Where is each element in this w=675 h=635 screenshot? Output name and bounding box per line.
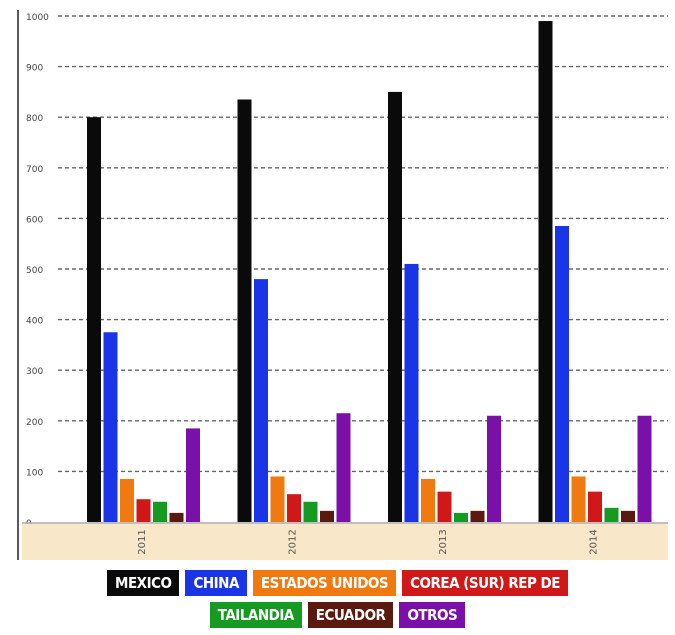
bar-otros-2012: [336, 413, 351, 522]
y-tick-label: 200: [26, 418, 43, 428]
bar-estados-unidos-2014: [571, 476, 586, 522]
bar-estados-unidos-2011: [120, 478, 134, 522]
y-tick-label: 600: [26, 215, 43, 225]
y-tick-label: 300: [26, 367, 43, 377]
y-tick-label: 500: [26, 266, 43, 276]
bar-estados-unidos-2012: [270, 476, 285, 522]
bar-corea-sur-rep-de-2011: [136, 499, 151, 522]
bar-corea-sur-rep-de-2012: [287, 494, 301, 522]
bar-ecuador-2014: [621, 510, 635, 522]
y-tick-label: 800: [26, 114, 43, 124]
bar-mexico-2011: [87, 117, 101, 522]
legend-item-otros: OTROS: [399, 602, 466, 628]
legend-row-1: MEXICO CHINA ESTADOS UNIDOS COREA (SUR) …: [0, 570, 675, 596]
bar-ecuador-2012: [320, 510, 334, 522]
legend-item-estados-unidos: ESTADOS UNIDOS: [252, 570, 397, 596]
bar-china-2012: [254, 279, 268, 522]
bar-corea-sur-rep-de-2013: [437, 491, 452, 522]
bar-mexico-2012: [237, 99, 252, 523]
bar-otros-2011: [186, 428, 200, 522]
bar-tailandia-2013: [454, 512, 468, 522]
bar-corea-sur-rep-de-2014: [588, 491, 602, 522]
bar-mexico-2014: [538, 21, 553, 523]
y-tick-label: 700: [26, 165, 43, 175]
x-tick-label: 2013: [438, 529, 449, 554]
bar-estados-unidos-2013: [421, 478, 435, 522]
legend-item-corea: COREA (SUR) REP DE: [402, 570, 568, 596]
bar-tailandia-2011: [153, 501, 167, 522]
x-tick-label: 2012: [287, 529, 298, 554]
bar-china-2014: [555, 225, 569, 523]
bar-ecuador-2011: [169, 512, 184, 522]
y-tick-label: 100: [26, 468, 43, 478]
bar-tailandia-2014: [604, 507, 619, 522]
bar-mexico-2013: [388, 91, 402, 523]
y-tick-label: 900: [26, 64, 43, 74]
bar-otros-2014: [637, 415, 652, 522]
x-tick-label: 2014: [588, 529, 599, 554]
bar-otros-2013: [487, 415, 501, 522]
bar-tailandia-2012: [303, 501, 318, 522]
legend-row-2: TAILANDIA ECUADOR OTROS: [0, 602, 675, 628]
bar-china-2013: [404, 263, 419, 522]
x-tick-label: 2011: [137, 529, 148, 554]
x-axis-band: [22, 524, 668, 560]
legend-item-tailandia: TAILANDIA: [209, 602, 302, 628]
bar-ecuador-2013: [470, 510, 485, 522]
y-tick-label: 400: [26, 317, 43, 327]
legend-item-ecuador: ECUADOR: [307, 602, 394, 628]
legend-item-mexico: MEXICO: [107, 570, 180, 596]
y-tick-label: 1000: [26, 13, 49, 23]
legend-item-china: CHINA: [185, 570, 247, 596]
bar-china-2011: [103, 332, 118, 522]
